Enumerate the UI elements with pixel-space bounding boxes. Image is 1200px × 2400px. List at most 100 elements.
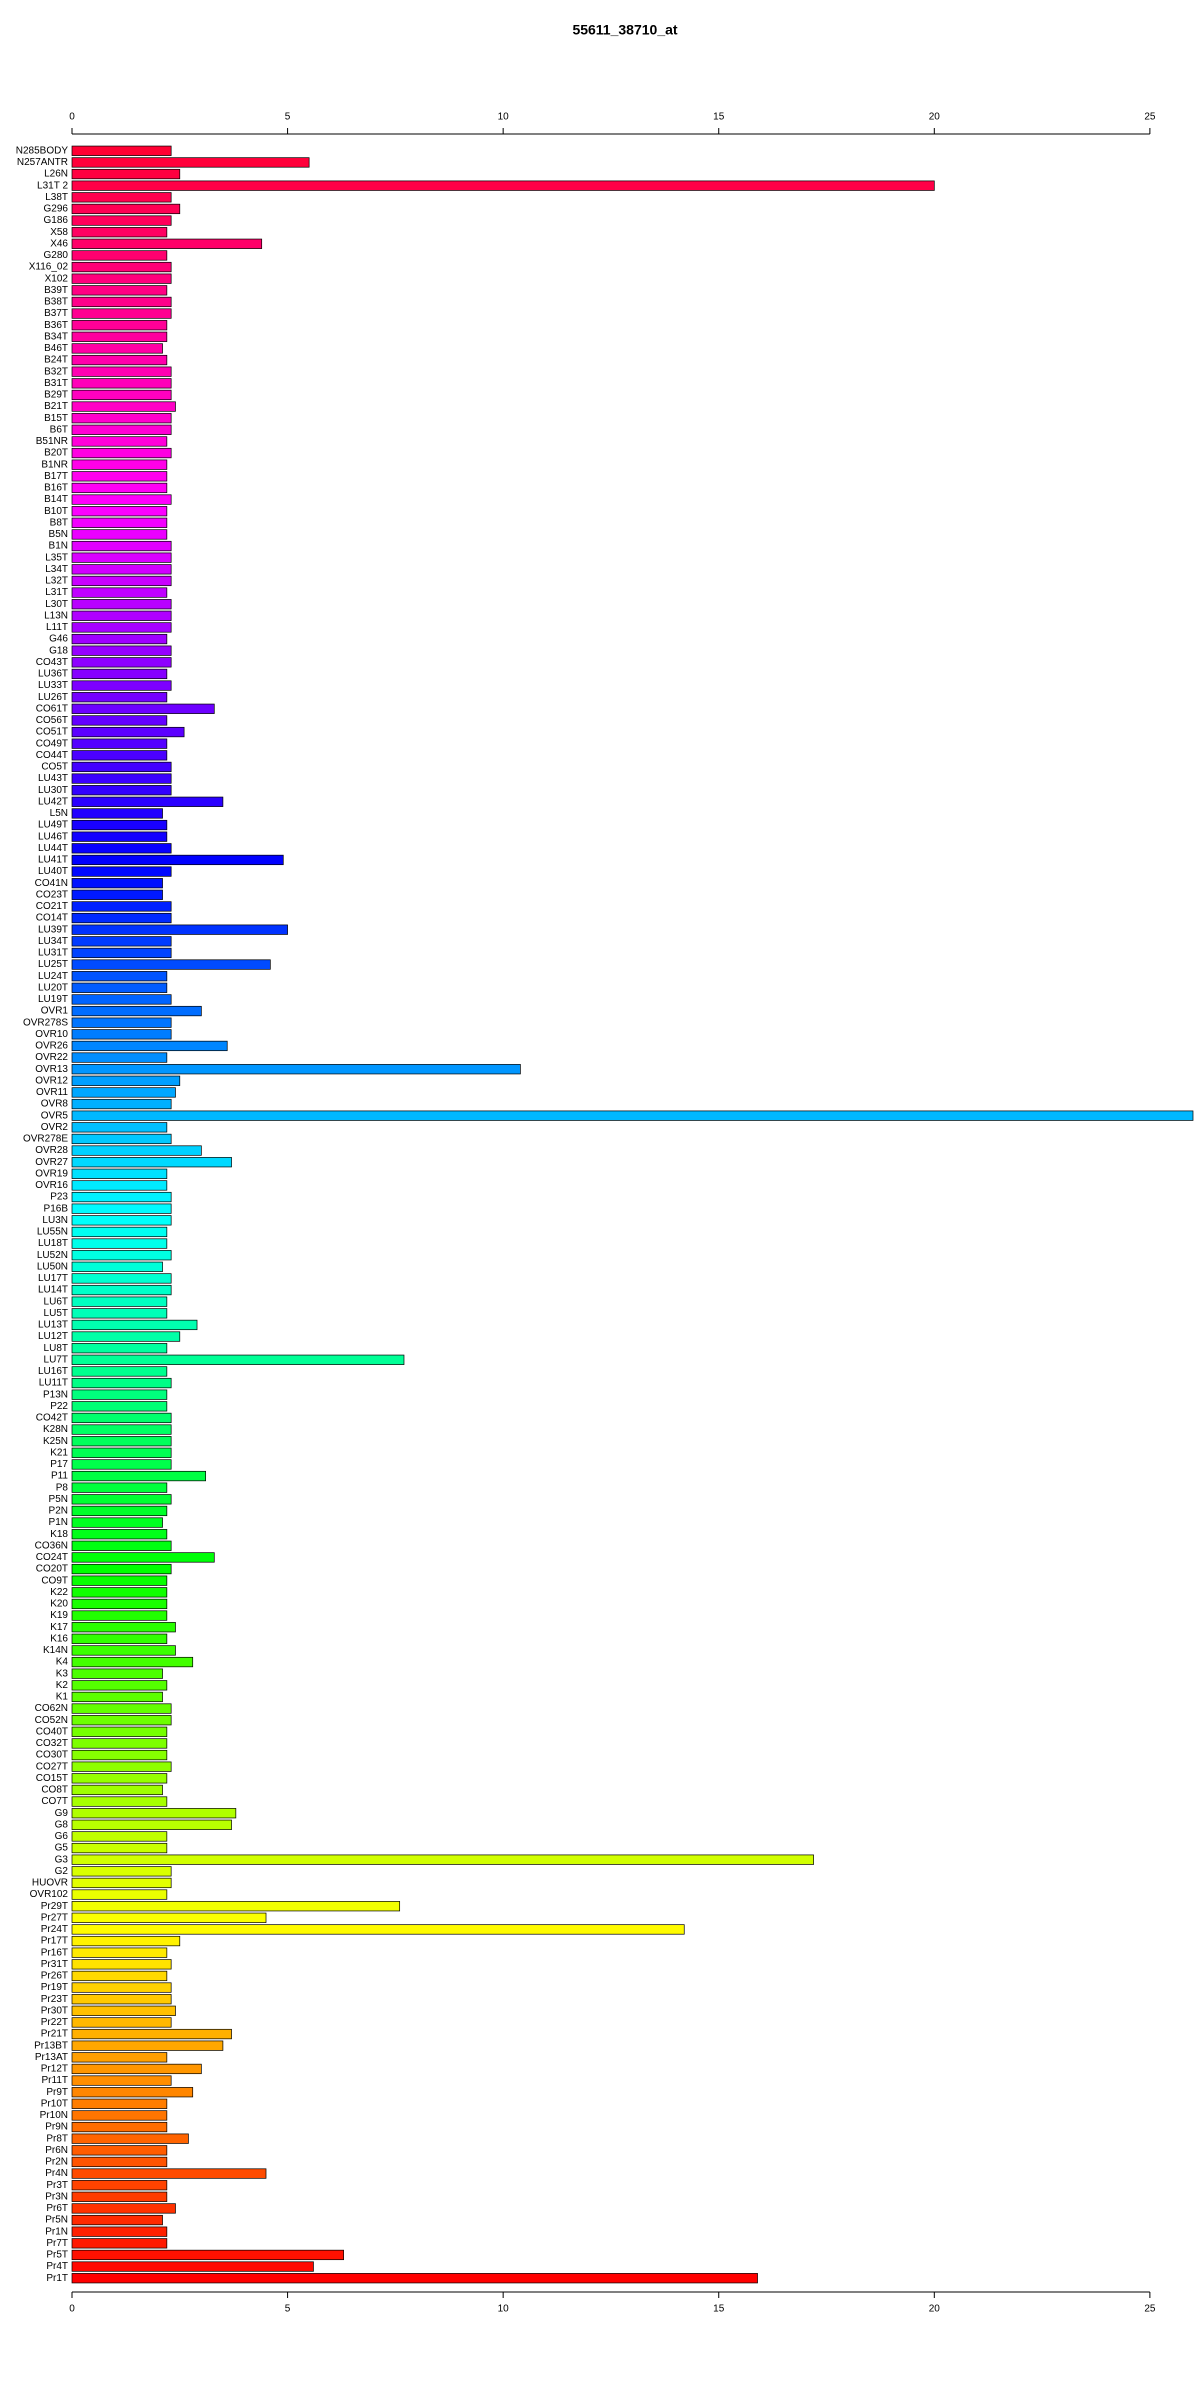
bar: [71, 1238, 168, 1249]
y-tick-label: Pr8T: [46, 2133, 68, 2144]
bar: [71, 657, 172, 668]
y-tick-label: LU46T: [38, 831, 68, 842]
y-tick-label: Pr30T: [41, 2005, 68, 2016]
bar: [71, 552, 172, 563]
y-tick-label: LU42T: [38, 796, 68, 807]
y-tick-label: CO49T: [36, 738, 68, 749]
y-tick-label: X58: [50, 227, 68, 238]
y-tick-label: LU36T: [38, 669, 68, 680]
y-tick-label: HUOVR: [32, 1878, 68, 1889]
y-tick-label: CO21T: [36, 901, 68, 912]
y-tick-label: X102: [45, 273, 69, 284]
bar: [71, 610, 172, 621]
bar: [71, 1459, 172, 1470]
y-tick-label: CO40T: [36, 1726, 68, 1737]
y-tick-label: LU55N: [37, 1227, 68, 1238]
y-tick-label: CO30T: [36, 1750, 68, 1761]
y-tick-label: K14N: [43, 1645, 68, 1656]
y-tick-label: K17: [50, 1622, 68, 1633]
bar: [71, 250, 168, 261]
bar: [71, 1145, 202, 1156]
y-tick-label: CO43T: [36, 657, 68, 668]
y-tick-label: OVR12: [35, 1075, 68, 1086]
y-tick-label: G46: [49, 634, 68, 645]
bar: [71, 2052, 168, 2063]
bar: [71, 2087, 194, 2098]
bar: [71, 2040, 224, 2051]
y-tick-label: L32T: [45, 576, 68, 587]
bar: [71, 261, 172, 273]
y-tick-label: B34T: [44, 331, 68, 342]
bar: [71, 1168, 168, 1179]
bar: [71, 2249, 344, 2261]
bar: [71, 1610, 168, 1621]
bar: [71, 1494, 172, 1505]
y-tick-label: Pr21T: [41, 2029, 68, 2040]
bar: [71, 1133, 172, 1145]
y-tick-label: L26N: [44, 169, 68, 180]
y-tick-label: CO51T: [36, 727, 68, 738]
y-tick-label: LU40T: [38, 866, 68, 877]
bar: [71, 1052, 168, 1063]
y-tick-label: N285BODY: [16, 145, 69, 156]
y-tick-label: B38T: [44, 297, 68, 308]
bar: [71, 366, 172, 377]
y-tick-label: K19: [50, 1610, 68, 1621]
y-tick-label: OVR278E: [23, 1134, 68, 1145]
bar: [71, 157, 310, 168]
bar: [71, 1296, 168, 1307]
y-tick-label: OVR28: [35, 1145, 68, 1156]
y-tick-label: Pr5T: [46, 2250, 68, 2261]
bar: [71, 773, 172, 784]
bar: [71, 761, 172, 773]
y-tick-label: K22: [50, 1587, 68, 1598]
y-tick-label: LU50N: [37, 1261, 68, 1272]
y-tick-label: CO20T: [36, 1564, 68, 1575]
bar: [71, 564, 172, 575]
x-tick-label: 0: [69, 2304, 75, 2315]
bar: [71, 1191, 172, 1203]
y-tick-label: P17: [50, 1459, 68, 1470]
bar: [71, 227, 168, 238]
bar: [71, 1215, 172, 1226]
y-tick-label: LU3N: [42, 1215, 68, 1226]
bar: [71, 1331, 181, 1342]
bar: [71, 215, 172, 226]
bar: [71, 447, 172, 459]
y-tick-label: LU5T: [44, 1308, 68, 1319]
bar: [71, 599, 172, 610]
bar: [71, 1517, 163, 1528]
y-tick-label: OVR1: [41, 1006, 69, 1017]
y-tick-label: OVR102: [30, 1889, 69, 1900]
y-tick-label: Pr3N: [45, 2191, 68, 2202]
x-tick-label: 0: [69, 112, 75, 123]
bar: [71, 2180, 168, 2191]
y-tick-label: LU14T: [38, 1285, 68, 1296]
bar: [71, 575, 172, 587]
y-tick-label: X116_02: [29, 262, 69, 273]
bar: [71, 273, 172, 284]
bar: [71, 1656, 194, 1668]
bar: [71, 692, 168, 703]
bar: [71, 1819, 232, 1830]
bar: [71, 1064, 521, 1075]
y-tick-label: L38T: [45, 192, 68, 203]
y-tick-label: G296: [44, 204, 69, 215]
bar: [71, 1738, 168, 1749]
bar: [71, 203, 181, 215]
y-tick-label: LU16T: [38, 1366, 68, 1377]
y-tick-label: CO36N: [35, 1540, 68, 1551]
bar: [71, 1726, 168, 1737]
x-tick-label: 15: [713, 2304, 725, 2315]
bar: [71, 2063, 202, 2075]
bar: [71, 1412, 172, 1424]
bar: [71, 1808, 237, 1819]
y-tick-label: B5N: [49, 529, 68, 540]
bar: [71, 1668, 163, 1679]
y-tick-label: LU7T: [44, 1354, 68, 1365]
bar: [71, 785, 172, 796]
bar: [71, 343, 163, 354]
bar: [71, 1935, 181, 1947]
y-tick-label: B10T: [44, 506, 68, 517]
bar: [71, 1110, 1194, 1121]
